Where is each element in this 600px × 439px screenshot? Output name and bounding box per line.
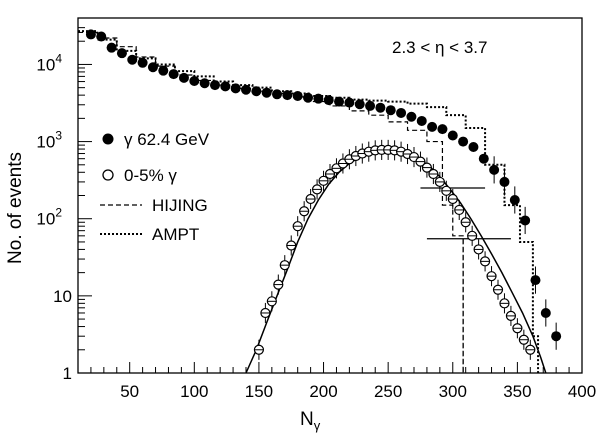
data-point-filled [354,99,365,110]
data-point-filled [158,65,169,76]
legend-marker-open [102,169,114,181]
data-point-filled [292,90,303,101]
data-point-filled [375,102,386,113]
x-axis-title: Nγ [300,409,321,433]
x-tick-label: 150 [245,382,273,401]
data-point-filled [416,115,427,126]
data-point-filled [385,105,396,116]
hijing-histogram [78,31,464,373]
y-axis-ticks: 1 10 102 103 104 [36,17,92,383]
x-axis-ticks: 50 100 150 200 250 300 350 400 [77,362,596,401]
x-tick-label: 200 [309,382,337,401]
y-tick-label: 102 [36,206,62,229]
data-point-filled [509,194,520,205]
y-tick-label: 10 [53,287,72,306]
y-tick-label: 104 [36,51,62,74]
data-point-filled [468,142,479,153]
y-tick-label: 1 [63,364,72,383]
data-point-filled [96,31,107,42]
data-point-filled [220,81,231,92]
data-point-filled [551,331,562,342]
data-point-filled [334,96,345,107]
legend-label: HIJING [152,196,208,215]
data-point-filled [127,54,138,65]
data-point-filled [209,80,220,91]
data-point-filled [116,48,127,59]
data-point-filled [458,136,469,147]
data-point-filled [199,78,210,89]
x-axis-title-subscript: γ [314,418,321,433]
data-point-filled [168,69,179,80]
legend-marker-filled [102,133,114,145]
data-point-filled [147,62,158,73]
data-point-filled [251,86,262,97]
x-tick-label: 250 [374,382,402,401]
data-point-filled [85,29,96,40]
y-axis-title: No. of events [5,152,26,264]
data-point-filled [137,57,148,68]
data-point-filled [261,87,272,98]
legend-label: 0-5% γ [124,166,177,185]
legend: γ 62.4 GeV 0-5% γ HIJING AMPT [100,130,210,244]
data-point-filled [396,107,407,118]
data-point-filled [303,92,314,103]
x-tick-label: 350 [503,382,531,401]
legend-label: AMPT [152,225,199,244]
data-point-filled [178,72,189,83]
legend-label: γ 62.4 GeV [124,130,210,149]
hijing-series [78,31,464,373]
data-point-filled [241,84,251,95]
data-point-filled [323,95,334,106]
data-point-filled [447,130,458,141]
data-point-filled [282,90,293,101]
data-point-filled [520,215,531,226]
x-tick-label: 300 [439,382,467,401]
data-point-filled [313,93,324,104]
data-point-filled [489,164,500,175]
data-point-filled [406,111,417,122]
eta-range-annotation: 2.3 < η < 3.7 [392,38,487,57]
x-axis-title-main: N [300,409,314,430]
data-point-filled [437,124,448,135]
data-point-filled [427,121,438,132]
gamma-624-series [85,29,562,350]
central-0-5-series [253,139,536,360]
x-tick-label: 100 [180,382,208,401]
data-point-filled [499,176,510,187]
data-point-filled [189,76,200,87]
data-point-filled [272,89,283,100]
data-point-filled [540,307,551,318]
x-tick-label: 400 [568,382,596,401]
data-point-filled [478,153,489,164]
data-point-filled [106,42,117,53]
data-point-filled [230,83,241,94]
data-point-filled [530,275,541,286]
x-tick-label: 50 [120,382,139,401]
data-point-filled [365,100,376,111]
data-point-filled [344,97,355,108]
y-tick-label: 103 [36,129,62,152]
